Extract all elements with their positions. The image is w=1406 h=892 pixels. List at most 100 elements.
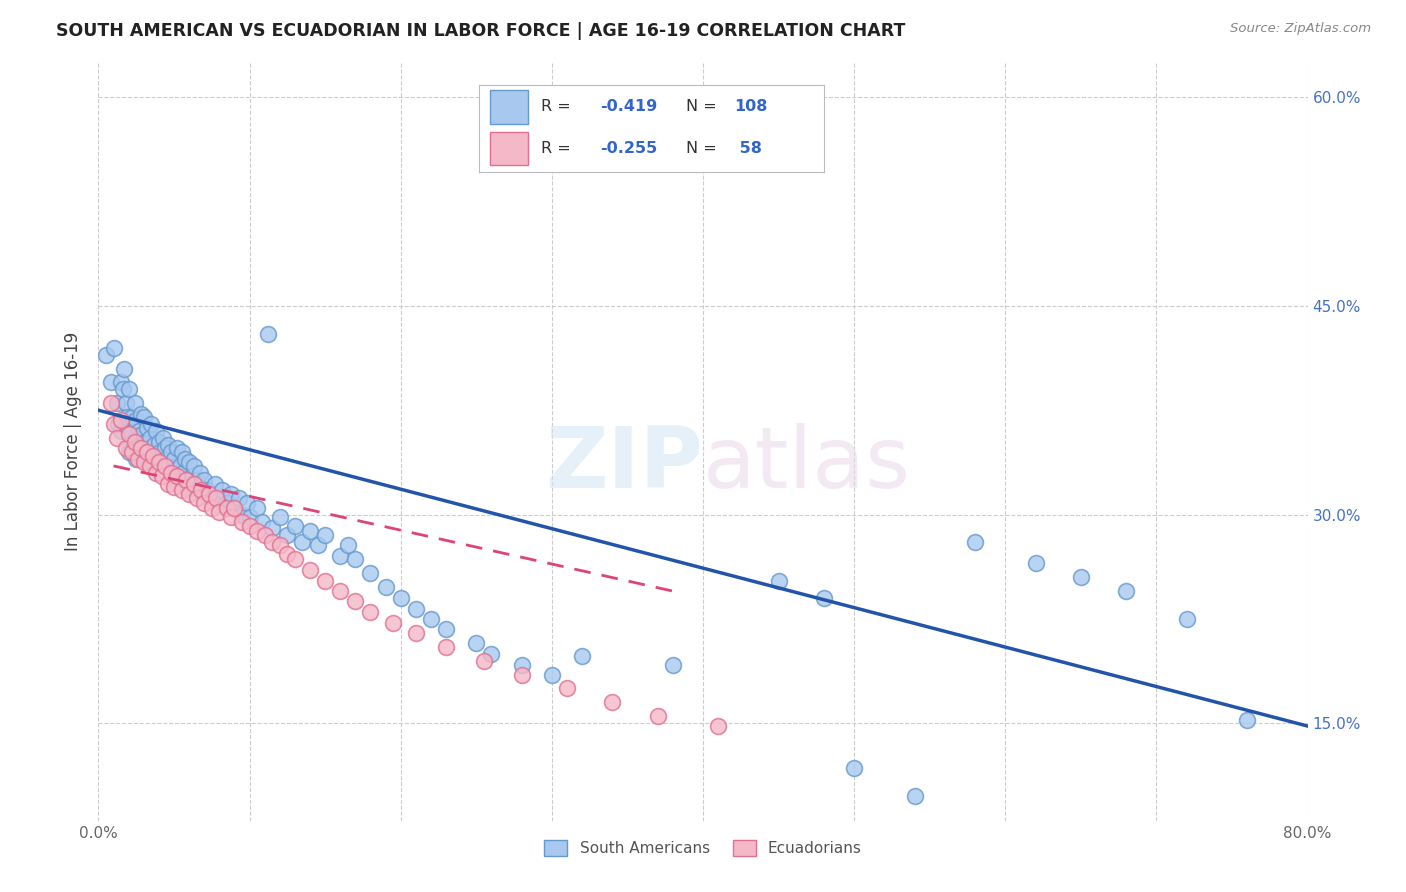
- Point: [291, 535, 314, 549]
- Point: [602, 695, 624, 709]
- Point: [125, 413, 148, 427]
- Point: [94, 348, 117, 362]
- Point: [139, 431, 162, 445]
- Point: [150, 455, 173, 469]
- Point: [246, 500, 269, 515]
- Point: [172, 466, 194, 480]
- Point: [100, 376, 122, 390]
- Point: [253, 528, 276, 542]
- Point: [124, 435, 146, 450]
- Point: [284, 552, 307, 566]
- Point: [299, 524, 322, 539]
- Point: [115, 410, 138, 425]
- Point: [149, 445, 172, 459]
- Point: [299, 563, 322, 577]
- Point: [314, 574, 336, 589]
- Point: [114, 417, 136, 432]
- Point: [170, 445, 193, 459]
- Point: [127, 431, 149, 445]
- Point: [360, 566, 382, 580]
- Point: [269, 538, 291, 552]
- Point: [139, 458, 162, 473]
- Point: [256, 326, 278, 341]
- Point: [110, 424, 132, 438]
- Point: [127, 451, 149, 466]
- Point: [183, 477, 205, 491]
- Point: [163, 480, 186, 494]
- Point: [239, 510, 262, 524]
- Point: [382, 616, 405, 631]
- Point: [389, 591, 412, 605]
- Point: [231, 508, 253, 522]
- Point: [276, 547, 298, 561]
- Point: [405, 602, 427, 616]
- Point: [159, 458, 181, 473]
- Point: [170, 483, 193, 497]
- Point: [224, 500, 246, 515]
- Point: [153, 458, 176, 473]
- Point: [153, 441, 176, 455]
- Point: [284, 518, 307, 533]
- Point: [186, 491, 208, 505]
- Point: [118, 383, 141, 397]
- Point: [262, 535, 284, 549]
- Point: [186, 473, 208, 487]
- Point: [156, 438, 179, 452]
- Point: [434, 640, 457, 654]
- Point: [235, 496, 257, 510]
- Point: [134, 435, 156, 450]
- Point: [163, 451, 186, 466]
- Point: [768, 574, 790, 589]
- Point: [205, 491, 228, 505]
- Point: [121, 445, 143, 459]
- Point: [269, 510, 291, 524]
- Point: [193, 496, 215, 510]
- Point: [228, 491, 250, 505]
- Point: [193, 473, 215, 487]
- Point: [195, 483, 218, 497]
- Point: [132, 410, 155, 425]
- Point: [329, 584, 352, 599]
- Point: [221, 510, 243, 524]
- Point: [165, 463, 187, 477]
- Point: [510, 667, 533, 681]
- Point: [145, 466, 167, 480]
- Point: [122, 435, 145, 450]
- Point: [201, 491, 224, 505]
- Point: [246, 524, 269, 539]
- Point: [121, 410, 143, 425]
- Point: [307, 538, 329, 552]
- Point: [540, 667, 562, 681]
- Point: [434, 622, 457, 636]
- Point: [169, 458, 191, 473]
- Point: [224, 500, 246, 515]
- Point: [181, 468, 204, 483]
- Point: [160, 466, 183, 480]
- Point: [276, 528, 298, 542]
- Point: [374, 580, 396, 594]
- Point: [420, 612, 443, 626]
- Point: [156, 477, 179, 491]
- Point: [465, 635, 488, 649]
- Point: [105, 431, 128, 445]
- Point: [1175, 612, 1198, 626]
- Point: [118, 426, 141, 441]
- Point: [107, 417, 129, 432]
- Point: [344, 552, 367, 566]
- Point: [555, 681, 578, 696]
- Point: [344, 594, 367, 608]
- Point: [129, 441, 152, 455]
- Point: [155, 451, 177, 466]
- Point: [250, 515, 273, 529]
- Point: [132, 455, 155, 469]
- Point: [132, 451, 155, 466]
- Point: [1236, 714, 1258, 728]
- Point: [166, 468, 188, 483]
- Point: [661, 657, 683, 672]
- Point: [160, 445, 183, 459]
- Point: [112, 361, 135, 376]
- Point: [231, 515, 253, 529]
- Point: [150, 468, 173, 483]
- Point: [129, 408, 152, 422]
- Point: [844, 761, 866, 775]
